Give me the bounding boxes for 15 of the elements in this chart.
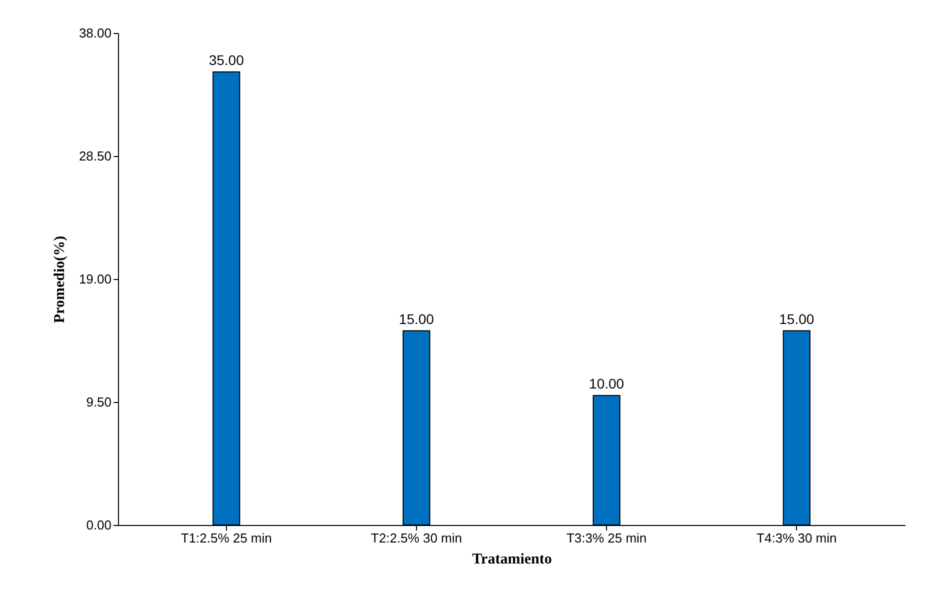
data-label: 10.00 (589, 376, 624, 392)
x-tick-label: T3:3% 25 min (566, 530, 647, 546)
data-label: 15.00 (398, 310, 434, 327)
x-tick-label: T1:2.5% 25 min (180, 530, 272, 546)
y-tick-label: 0.00 (86, 518, 112, 532)
y-tick-label: 19.00 (78, 272, 112, 286)
x-tick-label: T4:3% 30 min (756, 530, 837, 546)
y-axis-title: Promedio(%) (52, 236, 68, 324)
x-tick-label: T2:2.5% 30 min (370, 530, 462, 546)
y-tick-label: 38.00 (78, 26, 112, 40)
y-tick-label: 9.50 (86, 394, 112, 410)
y-tick-label: 28.50 (78, 148, 112, 164)
x-axis-title: Tratamiento (472, 552, 552, 568)
data-label: 15.00 (779, 310, 814, 327)
data-label: 35.00 (208, 52, 244, 68)
